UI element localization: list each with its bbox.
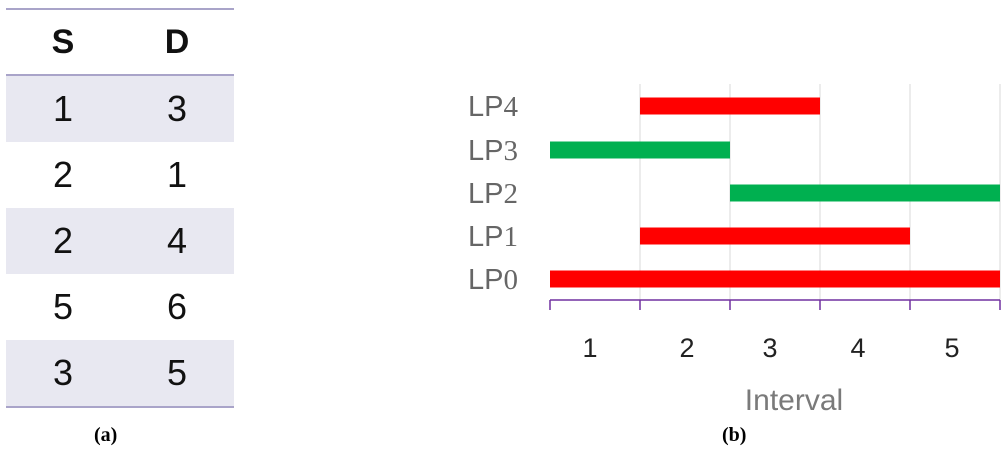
interval-bar-chart: LP4 LP3 LP2 LP1 LP0 1 2 3 4 5 Interval xyxy=(468,84,1001,417)
table-row: 3 5 xyxy=(6,340,234,406)
x-tick-label: 2 xyxy=(679,333,694,363)
table-cell-s: 3 xyxy=(52,352,74,393)
table-top-rule xyxy=(6,8,234,10)
chart-bar xyxy=(550,270,1000,288)
table-row: 1 3 xyxy=(6,76,234,142)
y-tick-label: LP1 xyxy=(468,221,518,253)
x-tick-label: 3 xyxy=(762,333,777,363)
table-row: 2 1 xyxy=(6,142,234,208)
chart-bar xyxy=(550,141,730,159)
table-header-d: D xyxy=(164,22,190,61)
table-header-row: S D xyxy=(6,10,234,74)
chart-x-axis xyxy=(549,299,1001,310)
x-tick-label: 5 xyxy=(944,333,959,363)
x-tick-label: 4 xyxy=(850,333,865,363)
chart-bar xyxy=(640,227,910,245)
table-cell-s: 2 xyxy=(52,154,74,195)
y-tick-label: LP2 xyxy=(468,178,518,210)
table-cell-s: 5 xyxy=(52,286,74,327)
table-cell-d: 1 xyxy=(166,154,188,195)
source-destination-table: S D 1 3 2 1 2 4 5 6 3 5 xyxy=(6,8,234,408)
table-cell-d: 4 xyxy=(166,220,188,261)
y-tick-label: LP3 xyxy=(468,135,518,167)
table-header-rule xyxy=(6,74,234,76)
chart-bars xyxy=(550,97,1000,288)
table-row: 5 6 xyxy=(6,274,234,340)
table-bottom-rule xyxy=(6,406,234,408)
table-cell-d: 5 xyxy=(166,352,188,393)
x-tick-label: 1 xyxy=(582,333,597,363)
table-header-s: S xyxy=(51,22,75,61)
table-cell-s: 2 xyxy=(52,220,74,261)
caption-b: (b) xyxy=(722,424,747,446)
chart-bar xyxy=(730,184,1000,202)
table-cell-d: 3 xyxy=(166,88,188,129)
table-row: 2 4 xyxy=(6,208,234,274)
chart-x-tick-labels: 1 2 3 4 5 xyxy=(582,333,959,363)
y-tick-label: LP4 xyxy=(468,91,518,123)
table-cell-d: 6 xyxy=(166,286,188,327)
chart-bar xyxy=(640,97,820,115)
y-tick-label: LP0 xyxy=(468,264,518,296)
chart-y-tick-labels: LP4 LP3 LP2 LP1 LP0 xyxy=(468,91,518,296)
x-axis-title: Interval xyxy=(745,384,843,417)
table-cell-s: 1 xyxy=(52,88,74,129)
caption-a: (a) xyxy=(94,424,118,446)
